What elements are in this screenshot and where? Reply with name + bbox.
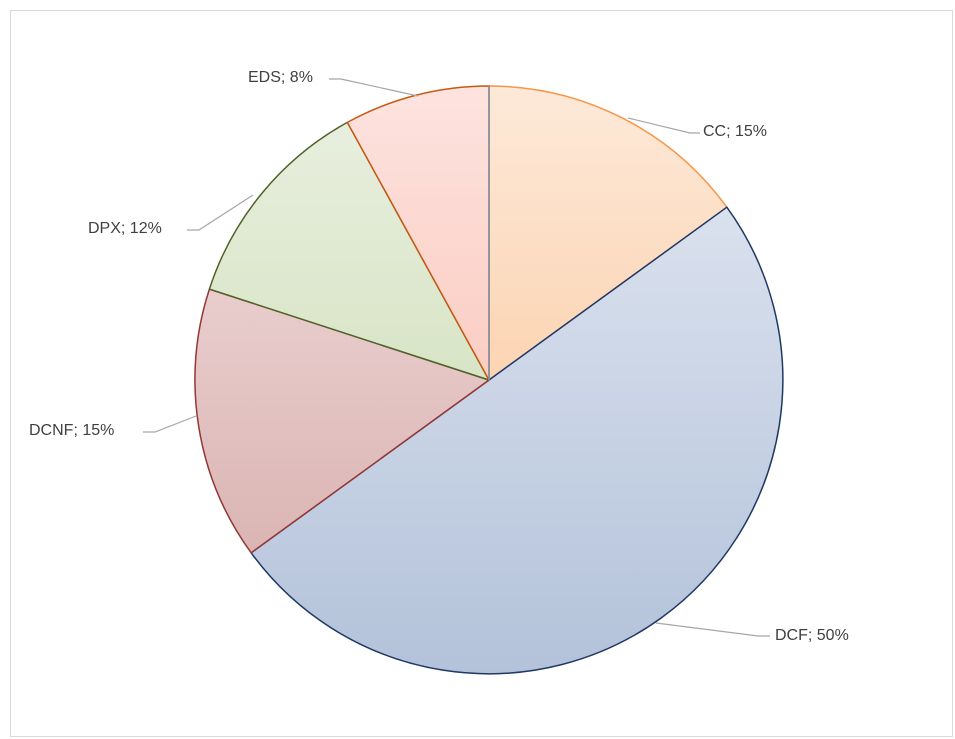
pie-slice-dcf bbox=[250, 206, 784, 675]
leader-line-dpx bbox=[187, 194, 254, 231]
leader-lines bbox=[143, 78, 770, 637]
data-label-dpx: DPX; 12% bbox=[88, 220, 162, 237]
data-label-dcf: DCF; 50% bbox=[775, 627, 849, 644]
leader-line-cc bbox=[627, 117, 700, 134]
data-labels: CC; 15% DCF; 50% DCNF; 15% DPX; 12% EDS;… bbox=[29, 69, 849, 644]
data-label-eds: EDS; 8% bbox=[248, 69, 313, 86]
pie-slices bbox=[194, 85, 784, 675]
leader-line-eds bbox=[329, 78, 419, 97]
data-label-cc: CC; 15% bbox=[703, 123, 767, 140]
leader-line-dcf bbox=[655, 622, 770, 637]
pie-slice-dpx bbox=[208, 121, 490, 381]
leader-line-dcnf bbox=[143, 415, 197, 433]
pie-slice-cc bbox=[488, 85, 728, 381]
pie-slice-dcnf bbox=[194, 288, 490, 554]
data-label-dcnf: DCNF; 15% bbox=[29, 422, 114, 439]
